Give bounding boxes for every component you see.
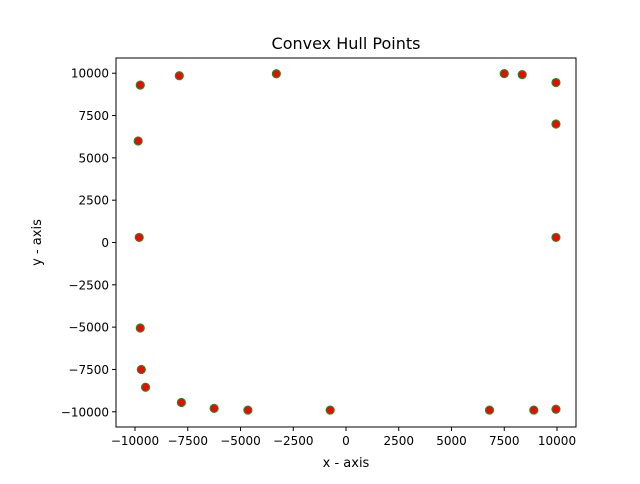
data-point [551,404,561,414]
data-point [517,69,527,80]
data-point [484,405,495,415]
x-axis-label: x - axis [323,456,370,471]
data-point [243,405,253,415]
data-point [529,405,539,415]
data-point [174,71,184,81]
y-tick-label: 2500 [78,194,109,208]
x-tick-label: −7500 [167,434,208,448]
y-tick-label: 7500 [78,109,109,123]
chart-title: Convex Hull Points [272,34,421,53]
y-tick-label: 10000 [71,67,109,81]
data-point [140,382,151,392]
x-tick-label: 2500 [383,434,414,448]
x-tick-label: 10000 [538,434,576,448]
data-point [551,232,561,243]
data-point [135,80,145,90]
y-tick-label: 0 [101,236,109,250]
x-tick-label: −5000 [220,434,261,448]
y-axis-label: y - axis [30,219,45,266]
x-axis-ticks: −10000 −7500 −5000 −2500 0 2500 5000 7500 10000 [111,427,576,448]
data-point [271,69,281,79]
y-tick-label: −5000 [68,321,109,335]
y-tick-label: 5000 [78,151,109,165]
y-tick-label: −7500 [68,363,109,377]
y-tick-label: −10000 [61,405,109,419]
data-point [209,403,219,413]
data-point [135,323,145,333]
y-axis-ticks: −10000 −7500 −5000 −2500 0 2500 5000 7500 10000 [61,67,116,419]
x-tick-label: −10000 [111,434,159,448]
plot-area-frame [115,57,577,428]
x-tick-label: 5000 [436,434,467,448]
x-tick-label: 7500 [489,434,520,448]
data-point [136,364,146,375]
data-points [133,68,561,415]
data-point [133,136,143,146]
data-point [176,397,187,408]
x-tick-label: −2500 [273,434,314,448]
data-point [551,119,561,129]
data-point [499,68,509,79]
y-tick-label: −2500 [68,278,109,292]
x-tick-label: 0 [342,434,350,448]
data-point [551,77,561,88]
data-point [325,405,335,415]
data-point [134,232,144,243]
